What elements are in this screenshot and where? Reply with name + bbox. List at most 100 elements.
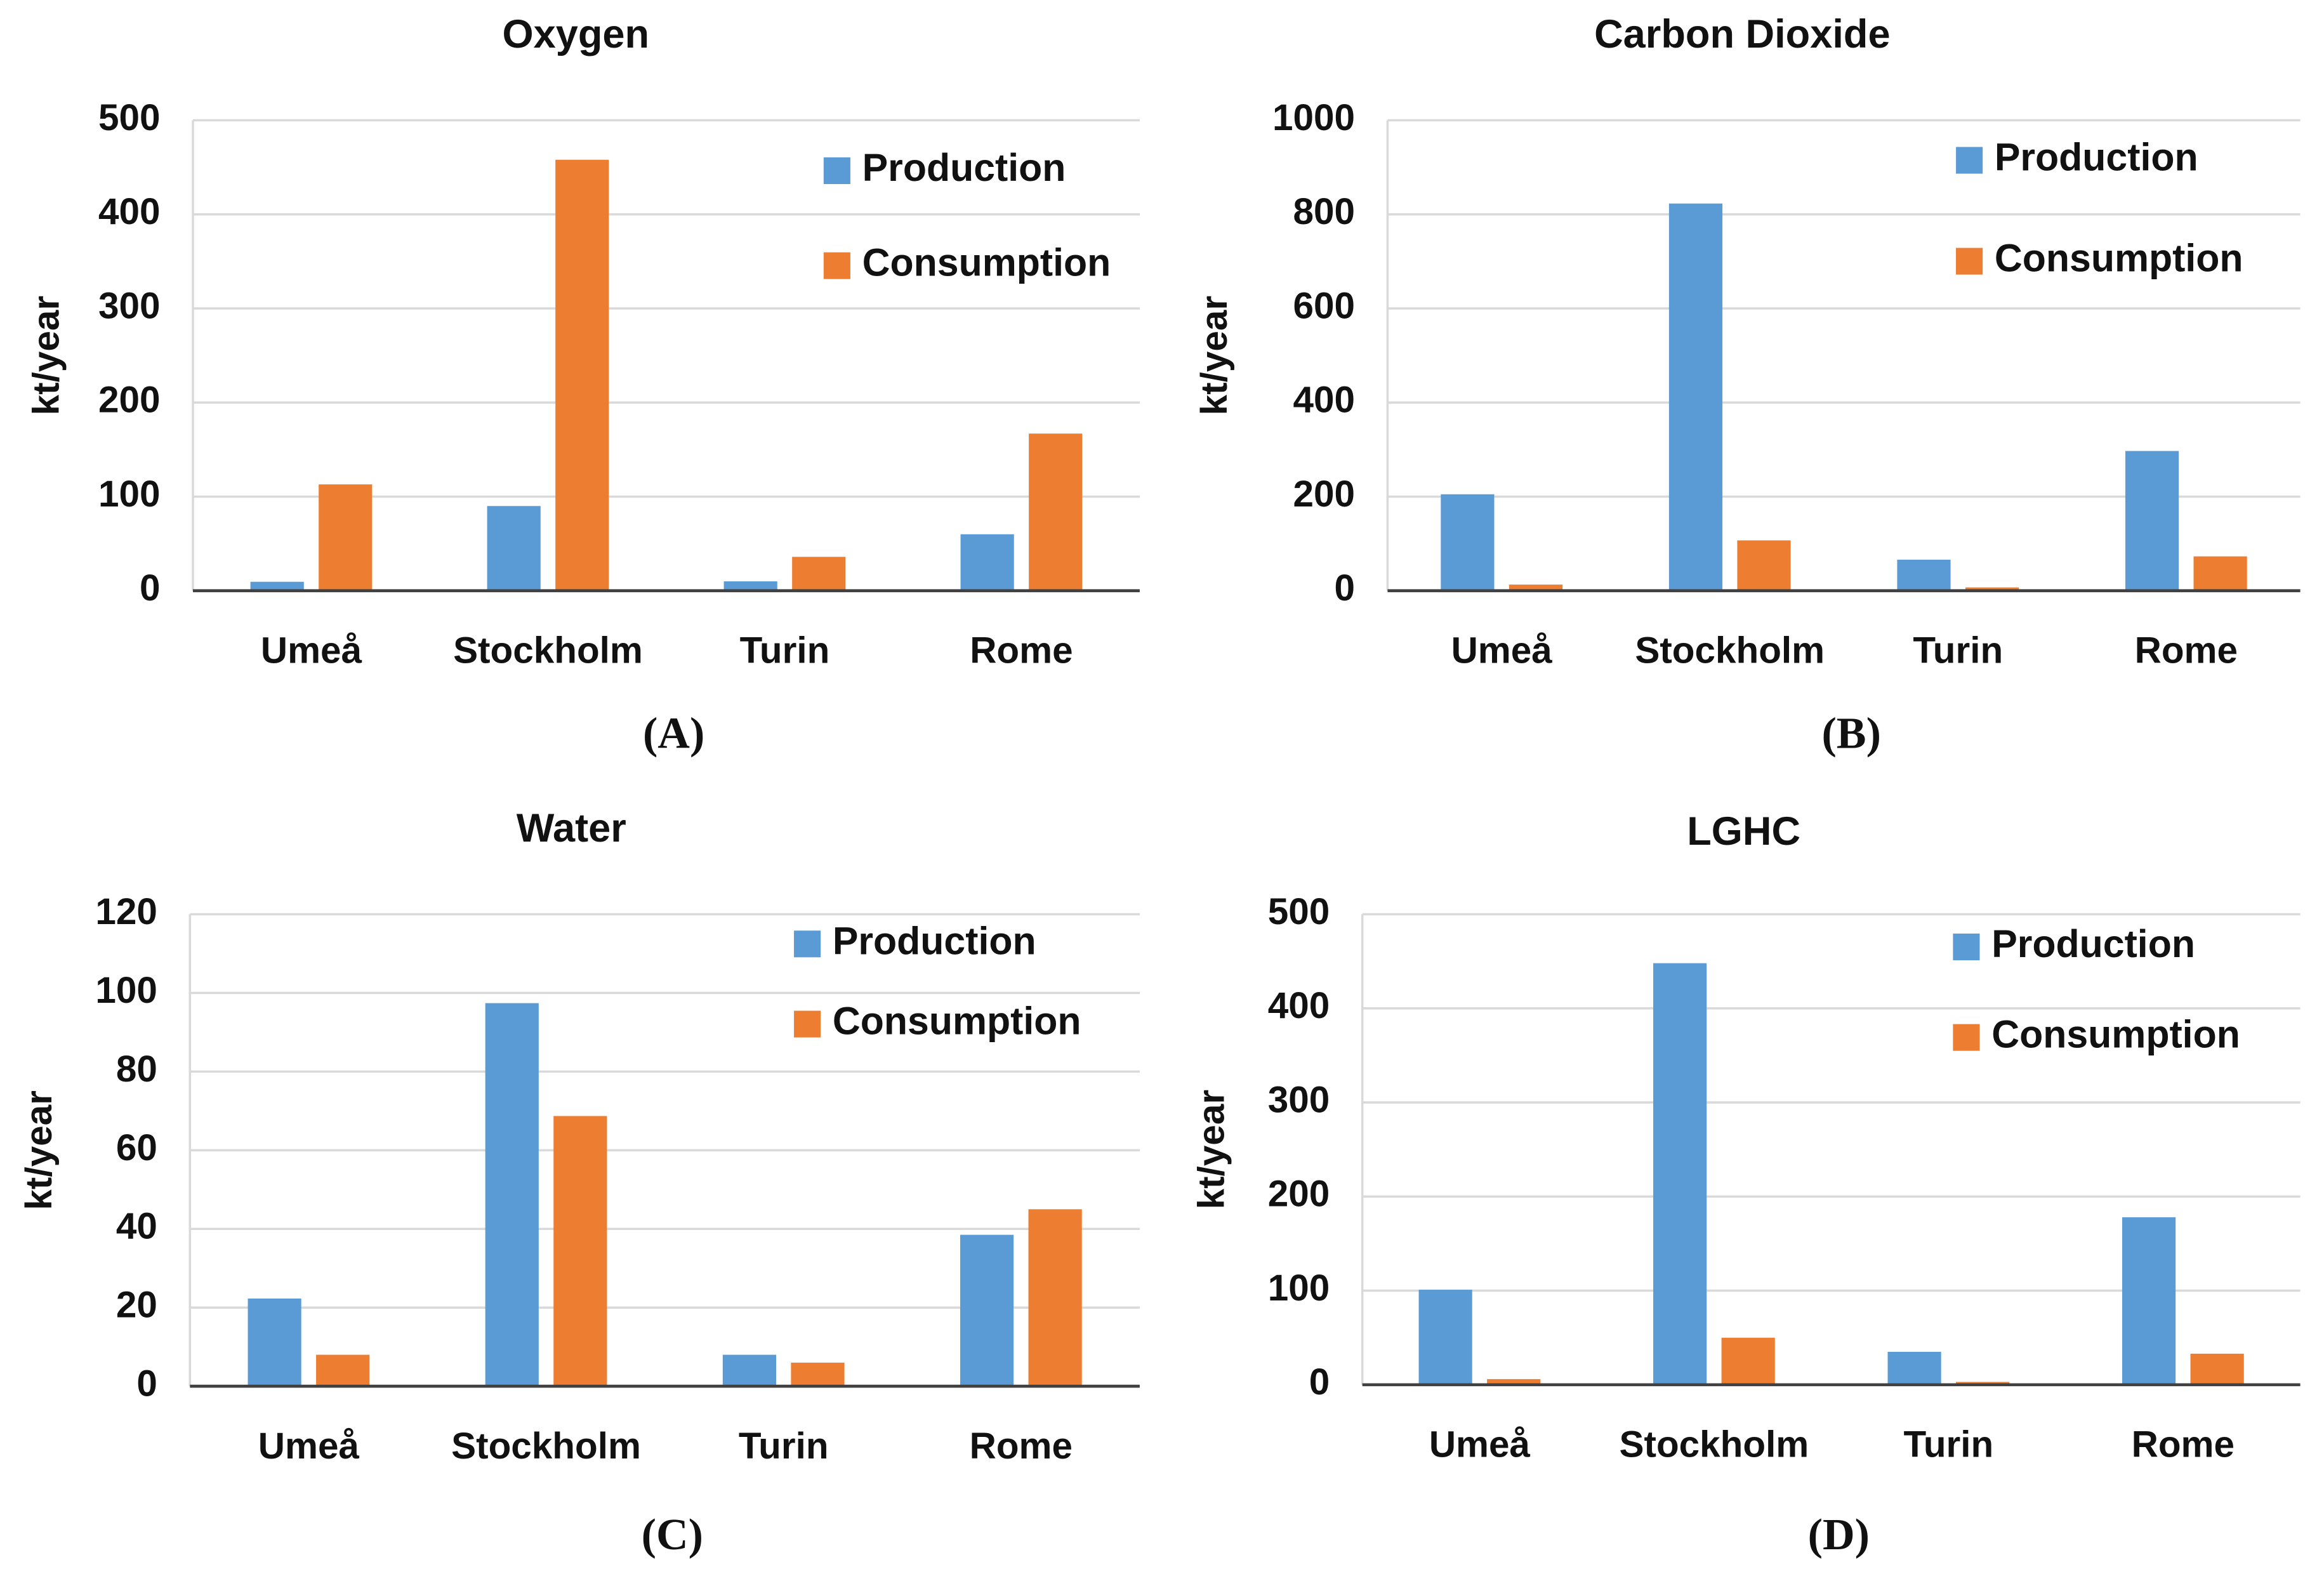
y-tick-label: 0 bbox=[140, 567, 161, 609]
x-tick-label: Umeå bbox=[258, 1425, 360, 1467]
bar bbox=[1418, 1290, 1472, 1385]
y-tick-label: 500 bbox=[98, 97, 161, 138]
legend-swatch bbox=[794, 930, 821, 958]
bar bbox=[1965, 587, 2019, 591]
y-tick-label: 60 bbox=[116, 1127, 157, 1168]
x-tick-label: Turin bbox=[740, 630, 830, 671]
legend-label: Production bbox=[862, 146, 1066, 189]
bar bbox=[487, 506, 541, 591]
bar bbox=[555, 159, 609, 591]
x-tick-label: Stockholm bbox=[1635, 630, 1825, 671]
x-tick-label: Rome bbox=[970, 1425, 1073, 1467]
legend-swatch bbox=[1956, 248, 1983, 275]
bar bbox=[553, 1116, 607, 1387]
x-tick-label: Turin bbox=[1903, 1424, 1993, 1465]
y-tick-label: 100 bbox=[95, 970, 157, 1011]
chart-title: Oxygen bbox=[503, 12, 650, 56]
y-tick-label: 400 bbox=[98, 191, 161, 232]
bar bbox=[792, 557, 846, 591]
y-tick-label: 0 bbox=[1309, 1361, 1330, 1403]
y-tick-label: 500 bbox=[1268, 891, 1330, 932]
y-axis-label: kt/year bbox=[26, 296, 67, 416]
y-axis-label: kt/year bbox=[1191, 1090, 1232, 1210]
y-tick-label: 0 bbox=[1334, 567, 1355, 609]
bar bbox=[2125, 451, 2179, 591]
panel-caption: (C) bbox=[642, 1510, 703, 1559]
y-tick-label: 400 bbox=[1268, 985, 1330, 1026]
bar bbox=[960, 534, 1014, 591]
bar bbox=[1029, 433, 1083, 591]
bar bbox=[1653, 963, 1707, 1385]
bar bbox=[723, 581, 777, 591]
x-tick-label: Stockholm bbox=[453, 630, 643, 671]
bar bbox=[1721, 1337, 1775, 1385]
legend-label: Consumption bbox=[862, 241, 1111, 284]
legend-swatch bbox=[1956, 147, 1983, 174]
bar bbox=[2193, 556, 2247, 591]
y-tick-label: 100 bbox=[1268, 1267, 1330, 1309]
bar bbox=[319, 484, 373, 591]
bar bbox=[1897, 559, 1951, 591]
y-tick-label: 20 bbox=[116, 1285, 157, 1326]
chart-title: Water bbox=[517, 806, 626, 850]
y-tick-label: 800 bbox=[1293, 191, 1355, 232]
bar bbox=[248, 1298, 301, 1387]
bar bbox=[250, 581, 304, 591]
y-tick-label: 120 bbox=[95, 891, 157, 932]
y-tick-label: 600 bbox=[1293, 285, 1355, 326]
y-tick-label: 400 bbox=[1293, 380, 1355, 421]
x-tick-label: Stockholm bbox=[451, 1425, 641, 1467]
legend-label: Production bbox=[833, 919, 1036, 962]
bar bbox=[722, 1354, 777, 1387]
y-axis-label: kt/year bbox=[18, 1090, 60, 1210]
legend-label: Consumption bbox=[1991, 1013, 2240, 1056]
bar bbox=[1668, 203, 1723, 591]
x-tick-label: Rome bbox=[2135, 630, 2238, 671]
panel-caption: (A) bbox=[643, 708, 704, 758]
x-tick-label: Turin bbox=[1913, 630, 2003, 671]
x-tick-label: Umeå bbox=[261, 630, 362, 671]
panel-caption: (D) bbox=[1808, 1510, 1870, 1559]
y-axis-label: kt/year bbox=[1194, 296, 1235, 416]
bar bbox=[2122, 1217, 2176, 1385]
x-tick-label: Rome bbox=[970, 630, 1073, 671]
y-tick-label: 40 bbox=[116, 1206, 157, 1247]
y-tick-label: 200 bbox=[1293, 473, 1355, 515]
bar bbox=[1441, 494, 1495, 591]
y-tick-label: 300 bbox=[1268, 1079, 1330, 1120]
bar bbox=[1737, 540, 1791, 591]
legend-swatch bbox=[1953, 933, 1980, 961]
bar bbox=[2190, 1353, 2244, 1385]
bar bbox=[791, 1362, 845, 1387]
y-tick-label: 100 bbox=[98, 473, 161, 515]
legend-label: Consumption bbox=[833, 1000, 1081, 1043]
x-tick-label: Turin bbox=[739, 1425, 829, 1467]
bar bbox=[1509, 585, 1563, 591]
y-tick-label: 300 bbox=[98, 285, 161, 326]
legend-swatch bbox=[823, 157, 850, 185]
x-tick-label: Rome bbox=[2132, 1424, 2235, 1465]
bar bbox=[1028, 1209, 1082, 1387]
y-tick-label: 0 bbox=[136, 1363, 157, 1405]
panel-caption: (B) bbox=[1821, 708, 1881, 758]
bar bbox=[485, 1003, 539, 1387]
x-tick-label: Stockholm bbox=[1619, 1424, 1809, 1465]
legend-label: Production bbox=[1991, 922, 2195, 965]
chart-title: LGHC bbox=[1687, 809, 1800, 854]
bar bbox=[960, 1234, 1014, 1387]
legend-swatch bbox=[1953, 1024, 1980, 1051]
legend-swatch bbox=[794, 1010, 821, 1038]
y-tick-label: 1000 bbox=[1272, 97, 1355, 138]
y-tick-label: 80 bbox=[116, 1048, 157, 1090]
x-tick-label: Umeå bbox=[1429, 1424, 1531, 1465]
legend-swatch bbox=[823, 252, 850, 279]
legend-label: Production bbox=[1995, 136, 2198, 179]
x-tick-label: Umeå bbox=[1451, 630, 1553, 671]
y-tick-label: 200 bbox=[1268, 1174, 1330, 1215]
bar bbox=[316, 1354, 370, 1387]
y-tick-label: 200 bbox=[98, 380, 161, 421]
bar bbox=[1487, 1379, 1541, 1385]
bar bbox=[1887, 1351, 1941, 1385]
